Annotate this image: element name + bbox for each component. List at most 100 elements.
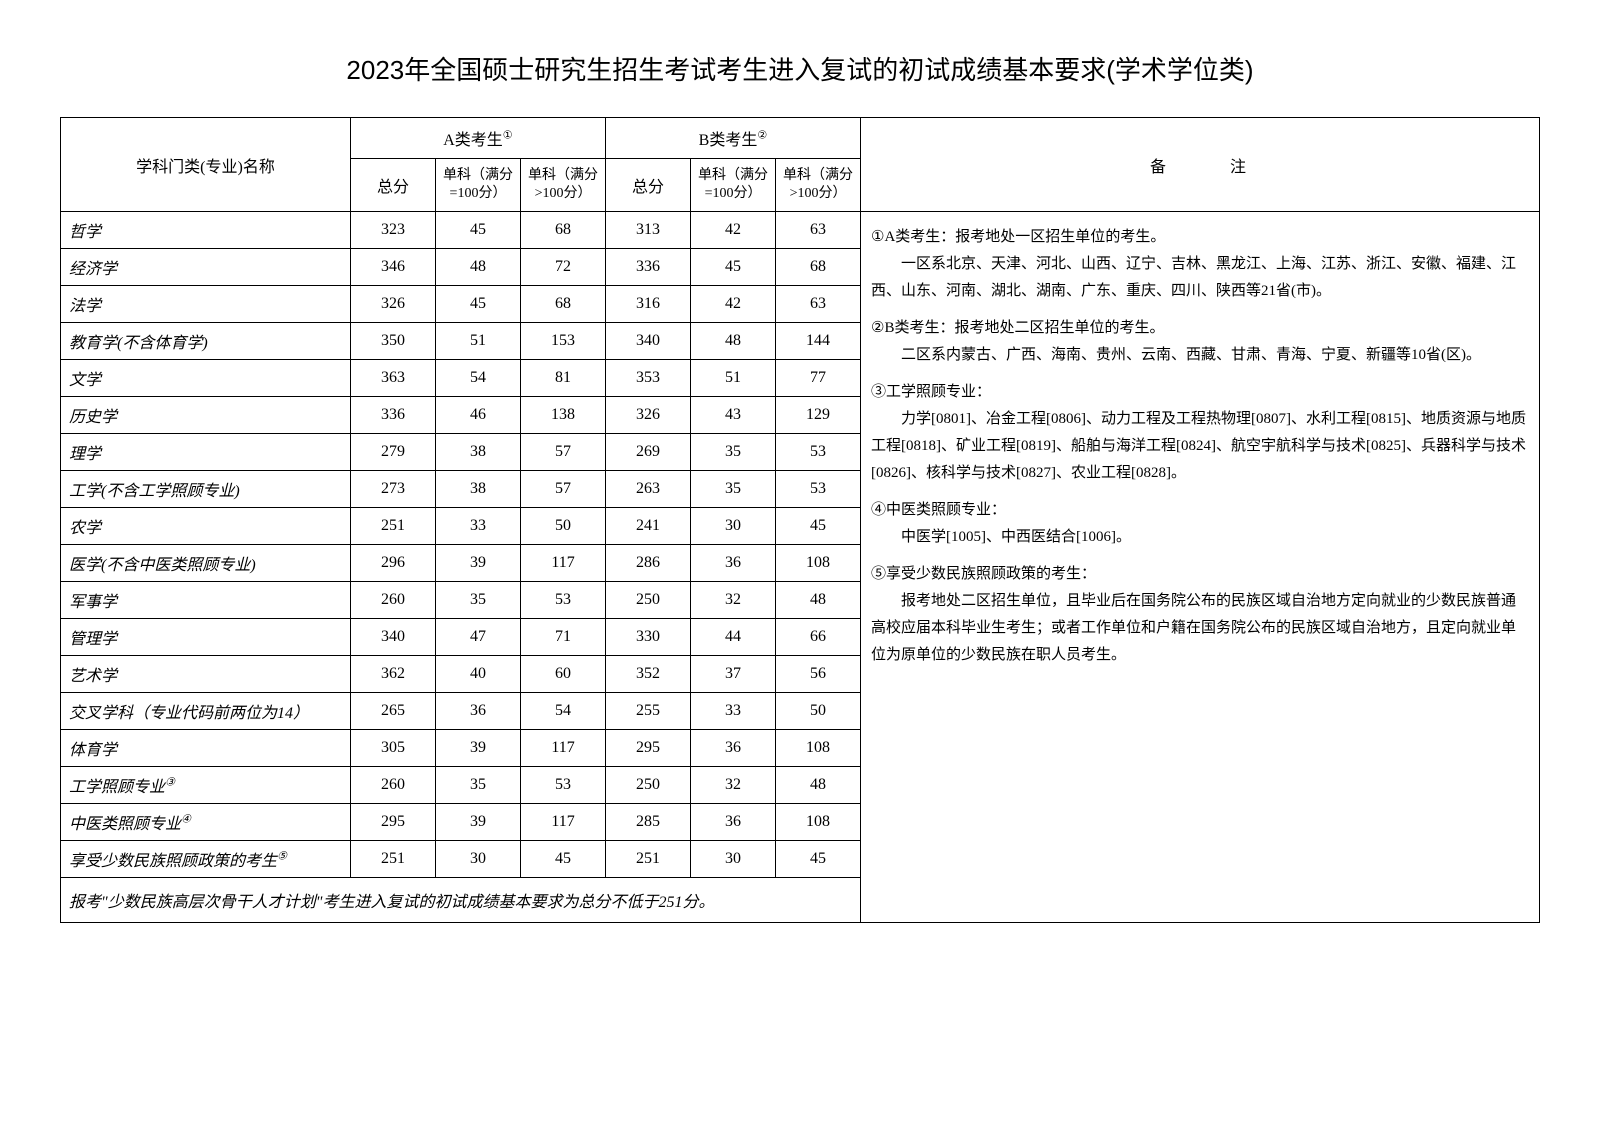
score-cell: 60 <box>521 656 606 693</box>
score-cell: 77 <box>776 360 861 397</box>
score-cell: 255 <box>606 693 691 730</box>
score-cell: 30 <box>691 841 776 878</box>
score-cell: 36 <box>691 730 776 767</box>
score-cell: 48 <box>776 582 861 619</box>
score-cell: 71 <box>521 619 606 656</box>
subject-name: 法学 <box>61 286 351 323</box>
page-title: 2023年全国硕士研究生招生考试考生进入复试的初试成绩基本要求(学术学位类) <box>60 50 1540 87</box>
subject-name: 中医类照顾专业④ <box>61 804 351 841</box>
table-row: 哲学32345683134263①A类考生：报考地处一区招生单位的考生。一区系北… <box>61 212 1540 249</box>
score-cell: 129 <box>776 397 861 434</box>
subject-name: 艺术学 <box>61 656 351 693</box>
score-cell: 117 <box>521 730 606 767</box>
score-cell: 45 <box>776 841 861 878</box>
score-cell: 45 <box>436 286 521 323</box>
score-cell: 50 <box>776 693 861 730</box>
score-cell: 72 <box>521 249 606 286</box>
header-a-sub100: 单科（满分=100分） <box>436 159 521 212</box>
score-cell: 68 <box>776 249 861 286</box>
score-cell: 33 <box>436 508 521 545</box>
score-cell: 53 <box>521 767 606 804</box>
note-paragraph: ③工学照顾专业：力学[0801]、冶金工程[0806]、动力工程及工程热物理[0… <box>871 379 1529 487</box>
score-cell: 39 <box>436 804 521 841</box>
score-cell: 47 <box>436 619 521 656</box>
score-cell: 363 <box>351 360 436 397</box>
score-cell: 241 <box>606 508 691 545</box>
notes-cell: ①A类考生：报考地处一区招生单位的考生。一区系北京、天津、河北、山西、辽宁、吉林… <box>861 212 1540 923</box>
score-cell: 269 <box>606 434 691 471</box>
score-cell: 273 <box>351 471 436 508</box>
score-cell: 35 <box>436 767 521 804</box>
score-cell: 37 <box>691 656 776 693</box>
subject-name: 农学 <box>61 508 351 545</box>
score-cell: 260 <box>351 767 436 804</box>
score-cell: 56 <box>776 656 861 693</box>
score-cell: 68 <box>521 212 606 249</box>
score-cell: 153 <box>521 323 606 360</box>
header-cat-a: A类考生① <box>351 118 606 159</box>
score-cell: 68 <box>521 286 606 323</box>
score-cell: 48 <box>691 323 776 360</box>
score-cell: 313 <box>606 212 691 249</box>
score-cell: 336 <box>351 397 436 434</box>
score-cell: 353 <box>606 360 691 397</box>
subject-name: 历史学 <box>61 397 351 434</box>
score-cell: 53 <box>521 582 606 619</box>
score-cell: 42 <box>691 212 776 249</box>
subject-name: 工学照顾专业③ <box>61 767 351 804</box>
header-b-total: 总分 <box>606 159 691 212</box>
score-cell: 40 <box>436 656 521 693</box>
score-cell: 117 <box>521 545 606 582</box>
score-cell: 117 <box>521 804 606 841</box>
score-cell: 250 <box>606 767 691 804</box>
score-cell: 108 <box>776 545 861 582</box>
header-notes: 备注 <box>861 118 1540 212</box>
score-cell: 326 <box>606 397 691 434</box>
subject-name: 医学(不含中医类照顾专业) <box>61 545 351 582</box>
header-a-total: 总分 <box>351 159 436 212</box>
score-cell: 350 <box>351 323 436 360</box>
score-cell: 50 <box>521 508 606 545</box>
header-b-subgt100: 单科（满分>100分） <box>776 159 861 212</box>
note-paragraph: ⑤享受少数民族照顾政策的考生：报考地处二区招生单位，且毕业后在国务院公布的民族区… <box>871 561 1529 669</box>
score-cell: 144 <box>776 323 861 360</box>
note-paragraph: ④中医类照顾专业：中医学[1005]、中西医结合[1006]。 <box>871 497 1529 551</box>
score-cell: 51 <box>436 323 521 360</box>
score-cell: 36 <box>691 545 776 582</box>
score-cell: 340 <box>351 619 436 656</box>
score-cell: 63 <box>776 212 861 249</box>
note-paragraph: ②B类考生：报考地处二区招生单位的考生。二区系内蒙古、广西、海南、贵州、云南、西… <box>871 315 1529 369</box>
score-cell: 36 <box>691 804 776 841</box>
score-cell: 35 <box>691 471 776 508</box>
score-cell: 63 <box>776 286 861 323</box>
subject-name: 教育学(不含体育学) <box>61 323 351 360</box>
subject-name: 军事学 <box>61 582 351 619</box>
score-cell: 265 <box>351 693 436 730</box>
score-cell: 45 <box>776 508 861 545</box>
score-cell: 326 <box>351 286 436 323</box>
score-cell: 32 <box>691 582 776 619</box>
score-cell: 108 <box>776 804 861 841</box>
score-cell: 346 <box>351 249 436 286</box>
score-cell: 39 <box>436 545 521 582</box>
score-cell: 35 <box>691 434 776 471</box>
score-cell: 48 <box>776 767 861 804</box>
score-cell: 336 <box>606 249 691 286</box>
score-cell: 316 <box>606 286 691 323</box>
subject-name: 哲学 <box>61 212 351 249</box>
subject-name: 文学 <box>61 360 351 397</box>
score-cell: 38 <box>436 471 521 508</box>
subject-name: 工学(不含工学照顾专业) <box>61 471 351 508</box>
score-cell: 46 <box>436 397 521 434</box>
score-cell: 81 <box>521 360 606 397</box>
score-cell: 57 <box>521 471 606 508</box>
note-paragraph: ①A类考生：报考地处一区招生单位的考生。一区系北京、天津、河北、山西、辽宁、吉林… <box>871 224 1529 305</box>
score-cell: 66 <box>776 619 861 656</box>
score-cell: 263 <box>606 471 691 508</box>
score-cell: 108 <box>776 730 861 767</box>
score-cell: 250 <box>606 582 691 619</box>
score-cell: 340 <box>606 323 691 360</box>
score-cell: 285 <box>606 804 691 841</box>
score-cell: 53 <box>776 434 861 471</box>
subject-name: 享受少数民族照顾政策的考生⑤ <box>61 841 351 878</box>
